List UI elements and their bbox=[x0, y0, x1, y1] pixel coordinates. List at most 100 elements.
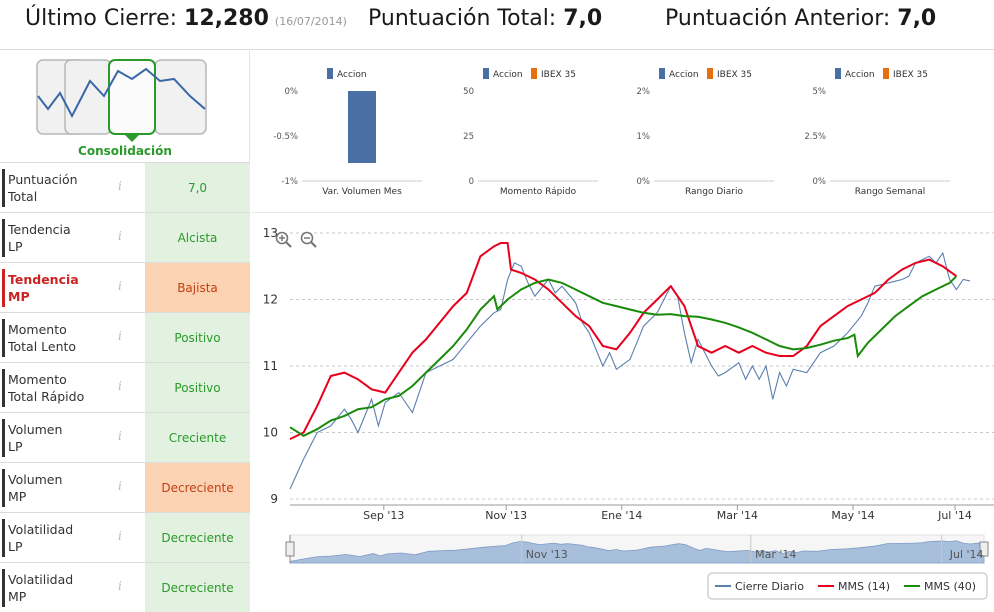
legend-swatch bbox=[835, 68, 841, 79]
indicator-value: Decreciente bbox=[145, 463, 250, 512]
series-line bbox=[289, 242, 957, 440]
indicator-value: Decreciente bbox=[145, 513, 250, 562]
navigator-label: Nov '13 bbox=[526, 548, 568, 561]
indicator-row[interactable]: Momento Total Lento i Positivo bbox=[0, 312, 250, 362]
indicator-row[interactable]: Volatilidad LP i Decreciente bbox=[0, 512, 250, 562]
last-close-date: (16/07/2014) bbox=[274, 15, 347, 28]
y-tick-label: 50 bbox=[463, 87, 474, 97]
x-tick-label: Sep '13 bbox=[363, 509, 404, 522]
legend-swatch bbox=[883, 68, 889, 79]
y-tick-label: 2% bbox=[637, 87, 651, 97]
total-score-label: Puntuación Total: bbox=[368, 6, 557, 31]
indicator-row[interactable]: Tendencia MP i Bajista bbox=[0, 262, 250, 312]
indicator-value: Alcista bbox=[145, 213, 250, 262]
legend-label: Accion bbox=[337, 70, 367, 80]
chart-title: Var. Volumen Mes bbox=[322, 187, 402, 197]
indicator-label: Puntuación Total bbox=[8, 172, 78, 204]
indicator-row[interactable]: Puntuación Total i 7,0 bbox=[0, 162, 250, 212]
indicator-value: Creciente bbox=[145, 413, 250, 462]
indicator-row[interactable]: Volatilidad MP i Decreciente bbox=[0, 562, 250, 612]
indicator-value: Positivo bbox=[145, 363, 250, 412]
info-icon[interactable]: i bbox=[118, 579, 122, 593]
indicator-label: Volatilidad LP bbox=[8, 522, 74, 554]
indicator-marker bbox=[2, 519, 5, 557]
indicator-row[interactable]: Tendencia LP i Alcista bbox=[0, 212, 250, 262]
indicator-value: Bajista bbox=[145, 263, 250, 312]
legend-swatch bbox=[659, 68, 665, 79]
indicator-label: Volumen LP bbox=[8, 422, 63, 454]
y-tick-label: 0% bbox=[285, 87, 299, 97]
y-tick-label: 11 bbox=[263, 359, 278, 373]
series-line bbox=[289, 251, 971, 490]
legend-label: Accion bbox=[669, 70, 699, 80]
mini-chart: Accion IBEX 35 50 25 0 Momento Rápido bbox=[463, 68, 598, 197]
zoom-out-icon[interactable] bbox=[300, 231, 317, 248]
indicator-row[interactable]: Volumen LP i Creciente bbox=[0, 412, 250, 462]
y-tick-label: 10 bbox=[263, 426, 278, 440]
consolidation-icon bbox=[36, 59, 207, 142]
mini-chart: Accion IBEX 35 5% 2.5% 0% Rango Semanal bbox=[804, 68, 950, 197]
indicator-marker bbox=[2, 169, 5, 207]
info-icon[interactable]: i bbox=[118, 529, 122, 543]
legend-swatch bbox=[483, 68, 489, 79]
y-tick-label: 5% bbox=[813, 87, 827, 97]
indicator-label: Momento Total Lento bbox=[8, 322, 77, 354]
y-tick-label: -1% bbox=[281, 177, 298, 187]
x-tick-label: May '14 bbox=[831, 509, 874, 522]
series-line bbox=[289, 275, 958, 437]
info-icon[interactable]: i bbox=[118, 329, 122, 343]
chart-title: Momento Rápido bbox=[500, 187, 577, 197]
legend-item[interactable]: Cierre Diario bbox=[715, 580, 804, 593]
y-tick-label: 12 bbox=[263, 293, 278, 307]
legend-label: Accion bbox=[493, 70, 523, 80]
legend-item[interactable]: MMS (14) bbox=[818, 580, 890, 593]
legend-label: Cierre Diario bbox=[735, 580, 804, 593]
bar bbox=[348, 91, 376, 163]
indicator-value: Positivo bbox=[145, 313, 250, 362]
y-tick-label: 25 bbox=[463, 132, 474, 142]
last-close-value: 12,280 bbox=[184, 6, 269, 31]
indicator-label: Tendencia MP bbox=[8, 272, 79, 304]
mini-chart: Accion IBEX 35 2% 1% 0% Rango Diario bbox=[637, 68, 774, 197]
info-icon[interactable]: i bbox=[118, 229, 122, 243]
indicator-row[interactable]: Volumen MP i Decreciente bbox=[0, 462, 250, 512]
previous-score: Puntuación Anterior: 7,0 bbox=[665, 6, 936, 31]
legend-label: IBEX 35 bbox=[893, 70, 928, 80]
info-icon[interactable]: i bbox=[118, 279, 122, 293]
consolidation-label: Consolidación bbox=[78, 144, 172, 158]
last-close: Último Cierre: 12,280 (16/07/2014) bbox=[25, 6, 347, 31]
indicator-marker bbox=[2, 419, 5, 457]
legend-item[interactable]: MMS (40) bbox=[904, 580, 976, 593]
y-tick-label: 0 bbox=[469, 177, 474, 187]
legend-swatch bbox=[707, 68, 713, 79]
legend-label: IBEX 35 bbox=[717, 70, 752, 80]
indicator-value: Decreciente bbox=[145, 563, 250, 612]
total-score-value: 7,0 bbox=[563, 6, 603, 31]
zoom-in-icon[interactable] bbox=[275, 231, 292, 248]
range-navigator[interactable]: Nov '13 Mar '14 Jul '14 bbox=[285, 534, 989, 564]
info-icon[interactable]: i bbox=[118, 429, 122, 443]
navigator-label: Mar '14 bbox=[755, 548, 796, 561]
y-tick-label: 9 bbox=[270, 492, 278, 506]
navigator-handle-left bbox=[285, 541, 295, 557]
legend-label: IBEX 35 bbox=[541, 70, 576, 80]
consolidation-panel: Consolidación bbox=[0, 51, 250, 162]
indicator-marker bbox=[2, 219, 5, 257]
x-tick-label: Nov '13 bbox=[485, 509, 527, 522]
info-icon[interactable]: i bbox=[118, 179, 122, 193]
info-icon[interactable]: i bbox=[118, 479, 122, 493]
indicator-row[interactable]: Momento Total Rápido i Positivo bbox=[0, 362, 250, 412]
legend-label: MMS (14) bbox=[838, 580, 890, 593]
indicator-marker bbox=[2, 269, 5, 307]
last-close-label: Último Cierre: bbox=[25, 6, 178, 31]
previous-score-label: Puntuación Anterior: bbox=[665, 6, 891, 31]
indicator-label: Volumen MP bbox=[8, 472, 63, 504]
indicator-label: Momento Total Rápido bbox=[8, 372, 85, 404]
indicator-marker bbox=[2, 369, 5, 407]
info-icon[interactable]: i bbox=[118, 379, 122, 393]
y-tick-label: -0.5% bbox=[273, 132, 298, 142]
indicator-label: Tendencia LP bbox=[8, 222, 71, 254]
x-tick-label: Ene '14 bbox=[601, 509, 642, 522]
y-tick-label: 0% bbox=[813, 177, 827, 187]
chart-legend: Cierre Diario MMS (14) MMS (40) bbox=[707, 572, 988, 600]
